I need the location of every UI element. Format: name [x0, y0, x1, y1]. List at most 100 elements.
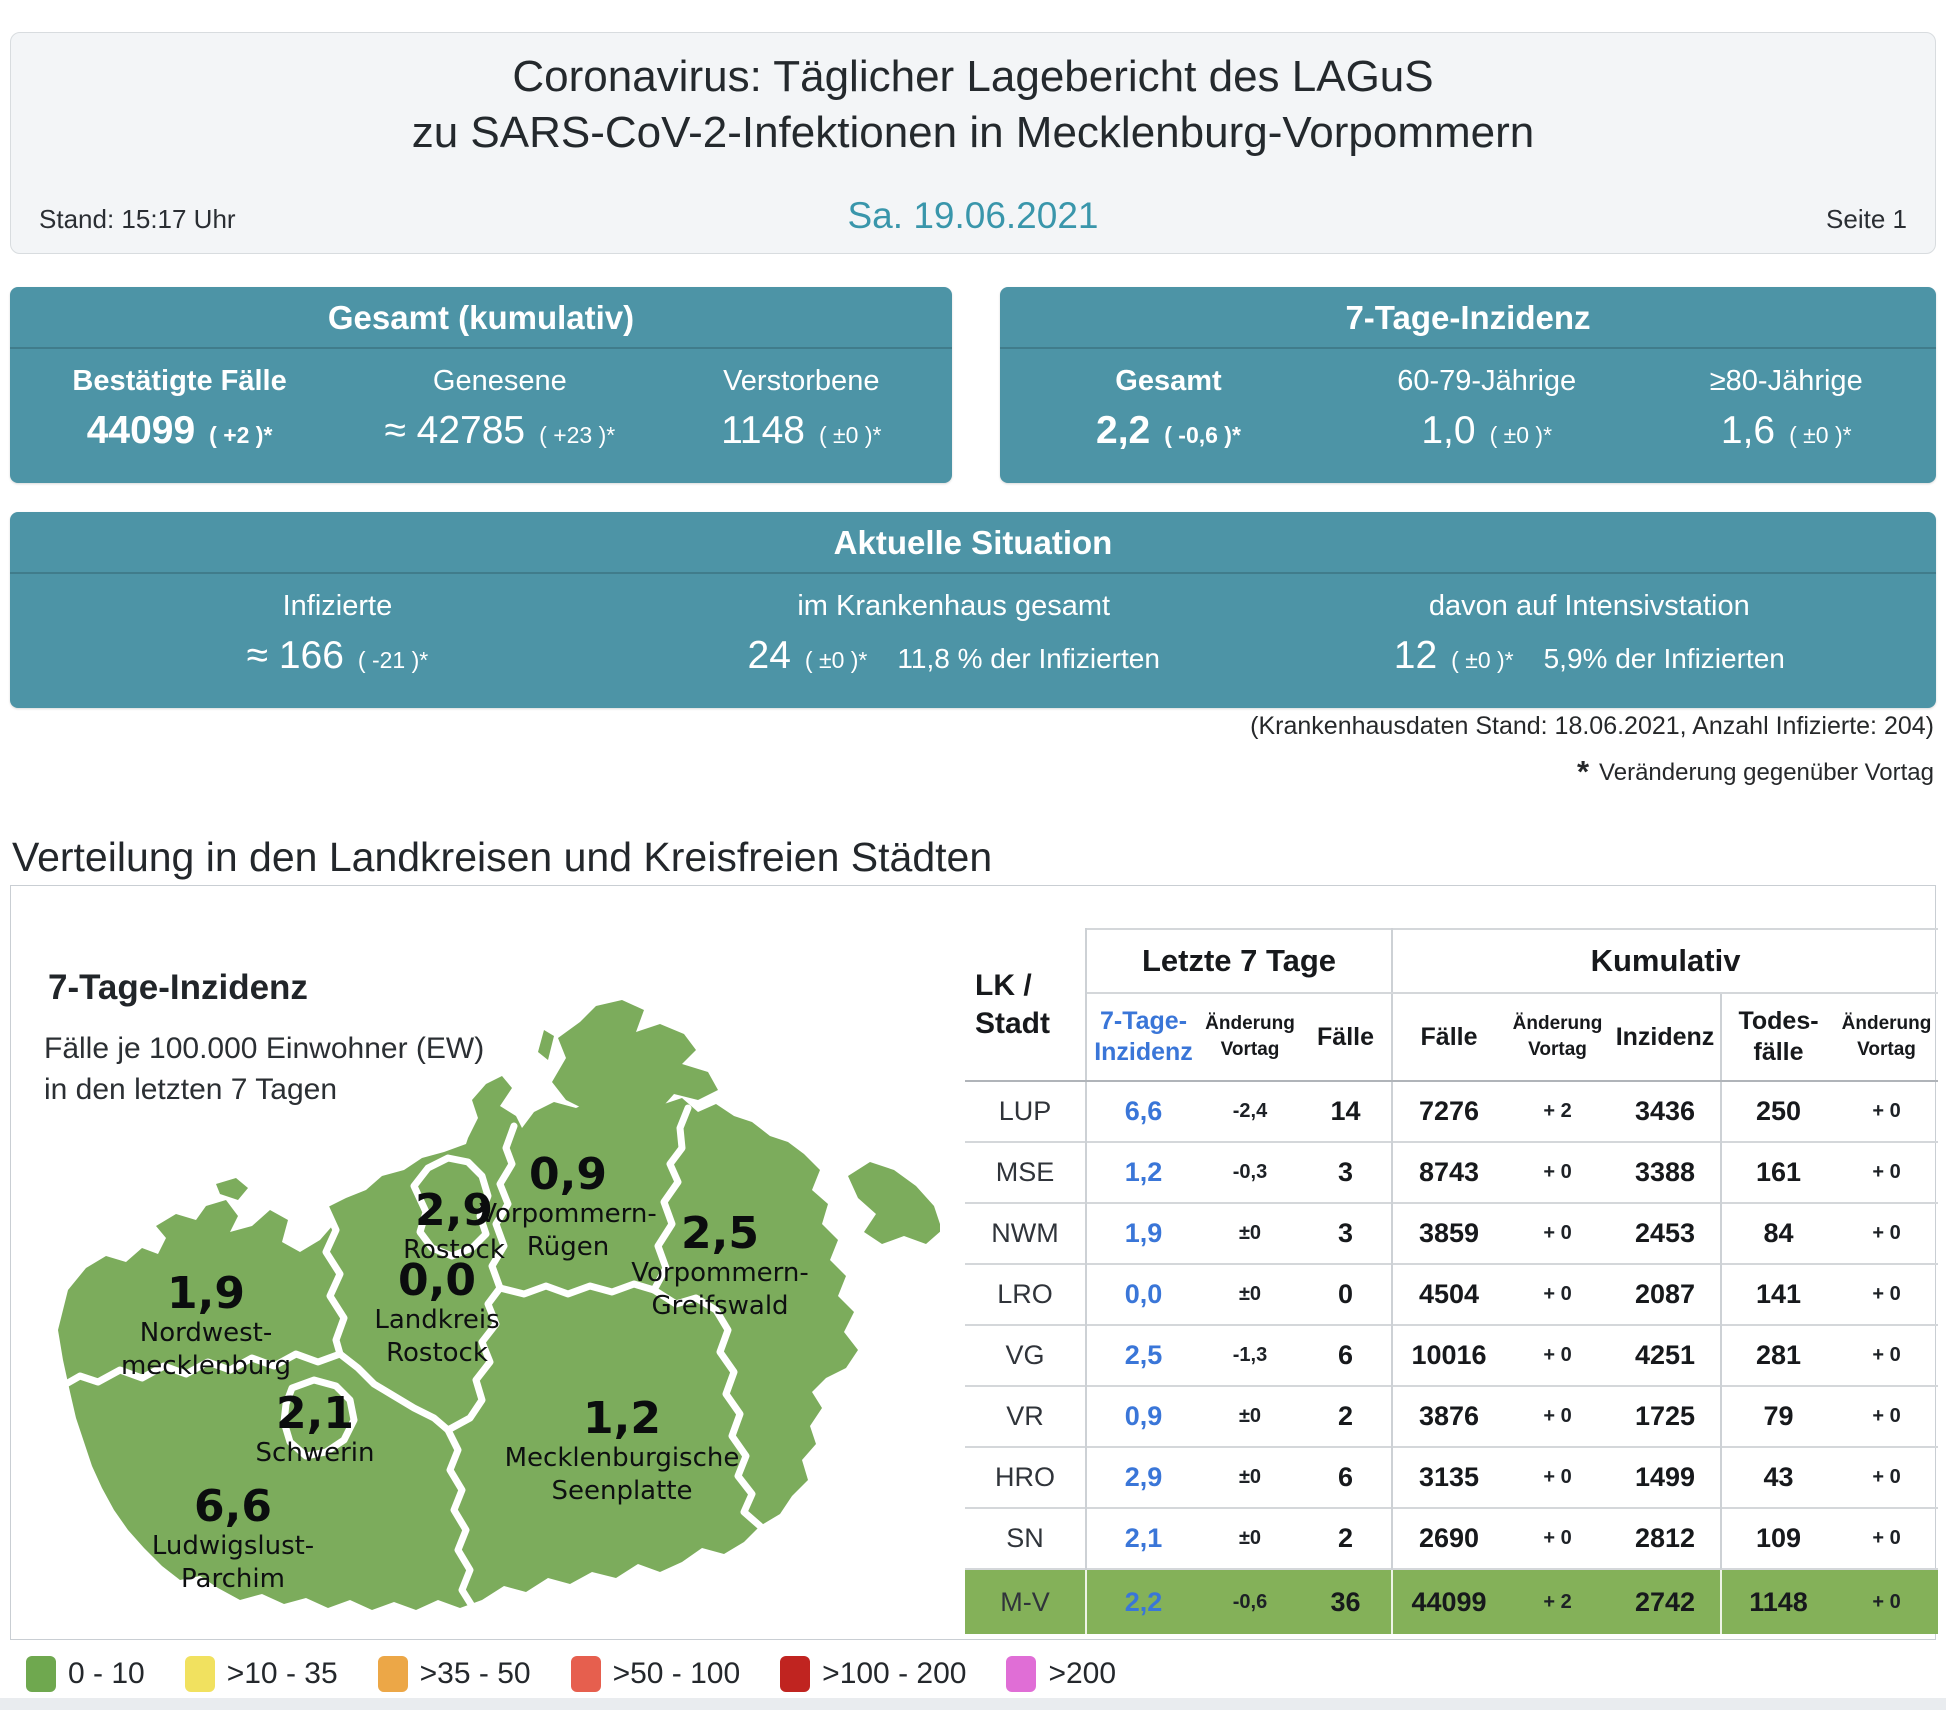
cell-tod_chg: + 0: [1835, 1141, 1939, 1203]
map-label-mecklenburgische-seenplatte: 1,2 Mecklenburgische Seenplatte: [505, 1396, 740, 1508]
stat-value: 1,6: [1720, 409, 1776, 452]
group-header-kumulativ: Kumulativ: [1392, 928, 1939, 994]
stat-inzidenz-80plus: ≥80-Jährige 1,6 ( ±0 )*: [1636, 359, 1936, 453]
col-header-aenderung-vortag: Änderung Vortag: [1200, 993, 1300, 1082]
map-label-nordwestmecklenburg: 1,9 Nordwest-mecklenburg: [121, 1271, 291, 1383]
table-row: HRO 2,9 ±0 6 3135 + 0 1499 43 + 0: [965, 1446, 1939, 1508]
legend-item: 0 - 10: [26, 1656, 145, 1692]
report-header: Coronavirus: Täglicher Lagebericht des L…: [10, 32, 1936, 254]
cell-tod_chg: + 0: [1835, 1202, 1939, 1264]
map-region-name: Schwerin: [255, 1438, 375, 1468]
report-title-line2: zu SARS-CoV-2-Infektionen in Mecklenburg…: [411, 108, 1535, 157]
stat-change: ( ±0 )*: [1489, 422, 1553, 448]
page-number: Seite 1: [1826, 204, 1907, 234]
district-table-body: LUP 6,6 -2,4 14 7276 + 2 3436 250 + 0 MSE 1,2 -0,3 3…: [965, 1081, 1939, 1634]
table-row: SN 2,1 ±0 2 2690 + 0 2812 109 + 0: [965, 1507, 1939, 1569]
map-region-name: Landkreis: [374, 1305, 500, 1335]
cell-tod_chg: + 0: [1835, 1324, 1939, 1386]
stat-value: 2,2: [1096, 409, 1151, 452]
stat-inzidenz-60-79: 60-79-Jährige 1,0 ( ±0 )*: [1337, 359, 1637, 453]
district-table: LK / Stadt Letzte 7 Tage Kumulativ 7-Tag…: [965, 928, 1939, 1634]
legend-item: >100 - 200: [780, 1656, 966, 1692]
cell-kum_inz: 2812: [1610, 1507, 1723, 1569]
table-group-header: LK / Stadt Letzte 7 Tage Kumulativ: [965, 928, 1939, 1082]
map-region-value: 1,9: [167, 1268, 245, 1319]
region-schwerin: [280, 1376, 358, 1460]
map-region-name: Greifswald: [651, 1291, 789, 1321]
legend-label: >50 - 100: [612, 1657, 741, 1690]
table-row: LRO 0,0 ±0 0 4504 + 0 2087 141 + 0: [965, 1263, 1939, 1325]
cell-kum_faelle: 7276: [1418, 1096, 1480, 1126]
cell-kum_inz: 1499: [1610, 1446, 1723, 1508]
col-header-aenderung-vortag-tod: Änderung Vortag: [1835, 993, 1939, 1082]
map-region-name: Vorpommern-: [479, 1199, 657, 1229]
cell-kum_chg: + 2: [1505, 1568, 1611, 1634]
legend-label: 0 - 10: [68, 1657, 145, 1690]
cell-kum_inz: 1725: [1610, 1385, 1723, 1447]
border-lup-mse: [444, 1426, 476, 1610]
panel-title: Gesamt (kumulativ): [10, 287, 952, 349]
cell-kum_faelle: 8743: [1392, 1141, 1506, 1203]
border-lro-mse: [444, 1284, 504, 1434]
cell-faelle7: 36: [1300, 1568, 1394, 1634]
stat-label: Infizierte: [282, 590, 393, 622]
stat-change: ( -21 )*: [357, 647, 429, 673]
cell-kum_faelle: 44099: [1392, 1568, 1506, 1634]
cell-tod_chg: + 0: [1835, 1507, 1939, 1569]
lk-line1: LK /: [975, 968, 1032, 1002]
cell-inz7: 2,5: [1086, 1324, 1200, 1386]
col-header-aenderung-vortag-kum: Änderung Vortag: [1505, 993, 1611, 1082]
border-nwm-south: [62, 1350, 344, 1388]
cell-tod_chg: + 0: [1872, 1100, 1901, 1122]
table-row: VR 0,9 ±0 2 3876 + 0 1725 79 + 0: [965, 1385, 1939, 1447]
stat-change: ( ±0 )*: [804, 647, 868, 673]
cell-chg7: ±0: [1200, 1202, 1300, 1264]
map-label-vorpommern-greifswald: 2,5 Vorpommern- Greifswald: [631, 1211, 809, 1323]
stat-infizierte: Infizierte ≈ 166 ( -21 )*: [10, 584, 665, 678]
stat-extra: 11,8 % der Infizierten: [897, 643, 1160, 674]
stat-krankenhaus: im Krankenhaus gesamt 24 ( ±0 )* 11,8 % de…: [665, 584, 1243, 678]
cell-chg7: -0,6: [1200, 1568, 1300, 1634]
panel-title: 7-Tage-Inzidenz: [1000, 287, 1936, 349]
panel-aktuelle-situation: Aktuelle Situation Infizierte ≈ 166 ( -21…: [10, 512, 1936, 708]
cell-kum_inz: 2742: [1610, 1568, 1723, 1634]
panel-title: Aktuelle Situation: [10, 512, 1936, 574]
report-date: Sa. 19.06.2021: [847, 195, 1099, 236]
cell-faelle7: 3: [1300, 1202, 1394, 1264]
cell-tod_chg: + 0: [1835, 1263, 1939, 1325]
stat-change: ( ±0 )*: [1451, 647, 1514, 673]
island-poel: [216, 1178, 248, 1200]
stat-label: Genesene: [432, 365, 567, 397]
border-lro-lup: [336, 1350, 452, 1434]
legend-swatch: [780, 1656, 811, 1692]
stat-value: 1,0: [1421, 409, 1476, 452]
cell-faelle7: 3: [1300, 1141, 1394, 1203]
cell-chg7: -0,3: [1200, 1141, 1300, 1203]
table-sub-header: 7-Tage- Inzidenz Änderung Vortag Fälle F…: [965, 993, 1939, 1082]
stat-intensivstation: davon auf Intensivstation 12 ( ±0 )* 5,9% …: [1243, 584, 1936, 678]
map-region-name: Parchim: [181, 1564, 285, 1594]
cell-chg7: -1,3: [1200, 1324, 1300, 1386]
map-region-value: 2,9: [415, 1185, 493, 1236]
map-region-name: Mecklenburgische: [504, 1443, 740, 1473]
table-row: VG 2,5 -1,3 6 10016 + 0 4251 281 + 0: [965, 1324, 1939, 1386]
island-hiddensee: [538, 1030, 554, 1060]
map-region-name: Vorpommern-: [631, 1258, 809, 1288]
panel-7-tage-inzidenz: 7-Tage-Inzidenz Gesamt 2,2 ( -0,6 )* 60-7…: [1000, 287, 1936, 483]
stat-label: Verstorbene: [723, 365, 880, 397]
map-region-value: 2,1: [276, 1388, 354, 1439]
legend-swatch: [377, 1656, 408, 1692]
border-vr-mse: [496, 1280, 658, 1298]
mv-map-svg: [58, 1000, 942, 1610]
cell-tod: 161: [1721, 1141, 1836, 1203]
map-label-schwerin: 2,1 Schwerin: [256, 1391, 375, 1470]
footnote-change-note: * Veränderung gegenüber Vortag: [1577, 754, 1934, 790]
cell-kum_inz: 2087: [1610, 1263, 1723, 1325]
footnote-hospital-data: (Krankenhausdaten Stand: 18.06.2021, Anz…: [1250, 712, 1934, 740]
cell-name: MSE: [965, 1141, 1087, 1203]
stat-label: ≥80-Jährige: [1709, 365, 1863, 397]
cell-kum_chg: + 0: [1505, 1324, 1611, 1386]
cell-tod_chg: + 0: [1835, 1446, 1939, 1508]
inz7-line1: 7-Tage-: [1099, 1007, 1188, 1035]
footnote-change-text: Veränderung gegenüber Vortag: [1599, 759, 1934, 786]
